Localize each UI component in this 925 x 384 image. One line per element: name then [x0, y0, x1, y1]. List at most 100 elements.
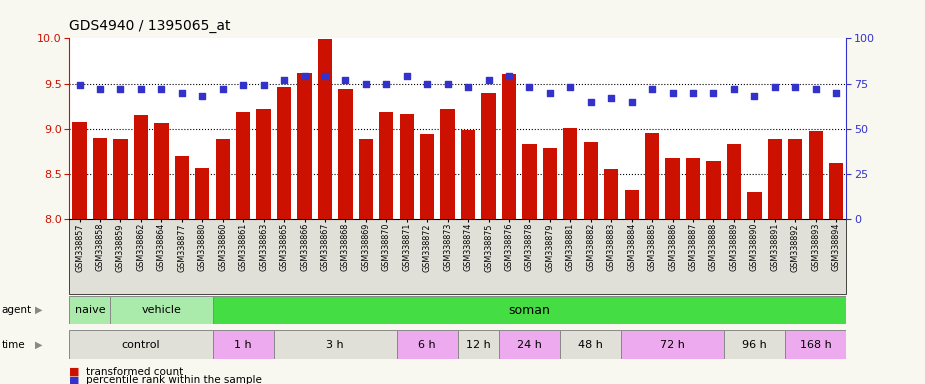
Bar — [645, 133, 660, 219]
Point — [154, 86, 168, 92]
Text: 6 h: 6 h — [418, 339, 436, 350]
Bar — [236, 113, 251, 219]
Text: 96 h: 96 h — [742, 339, 767, 350]
Bar — [114, 139, 128, 219]
Text: 1 h: 1 h — [234, 339, 252, 350]
Text: ■: ■ — [69, 367, 80, 377]
Point — [113, 86, 128, 92]
Bar — [216, 139, 230, 219]
Text: 3 h: 3 h — [327, 339, 344, 350]
Point — [747, 93, 762, 99]
Text: transformed count: transformed count — [86, 367, 183, 377]
Point — [665, 89, 680, 96]
Bar — [604, 169, 619, 219]
Text: 72 h: 72 h — [660, 339, 685, 350]
Bar — [134, 115, 148, 219]
Text: GDS4940 / 1395065_at: GDS4940 / 1395065_at — [69, 19, 231, 33]
Text: soman: soman — [509, 304, 550, 316]
Point — [542, 89, 557, 96]
Bar — [707, 161, 721, 219]
Text: 168 h: 168 h — [800, 339, 832, 350]
Point — [461, 84, 475, 90]
Point — [195, 93, 210, 99]
Bar — [213, 330, 274, 359]
Point — [72, 82, 87, 88]
Bar — [274, 330, 397, 359]
Point — [768, 84, 783, 90]
Point — [359, 81, 374, 87]
Point — [216, 86, 230, 92]
Bar — [318, 39, 332, 219]
Bar — [561, 330, 622, 359]
Bar — [420, 134, 435, 219]
Bar — [379, 113, 393, 219]
Bar — [69, 296, 110, 324]
Bar — [685, 157, 700, 219]
Text: control: control — [121, 339, 160, 350]
Bar — [499, 330, 561, 359]
Point — [481, 77, 496, 83]
Bar — [723, 330, 785, 359]
Point — [133, 86, 148, 92]
Point — [706, 89, 721, 96]
Bar — [256, 109, 271, 219]
Bar — [829, 163, 844, 219]
Bar — [788, 139, 802, 219]
Point — [420, 81, 435, 87]
Point — [645, 86, 660, 92]
Point — [501, 73, 516, 79]
Point — [297, 73, 312, 79]
Bar — [624, 190, 639, 219]
Point — [522, 84, 536, 90]
Text: naive: naive — [75, 305, 105, 315]
Bar — [458, 330, 499, 359]
Point — [829, 89, 844, 96]
Bar — [461, 129, 475, 219]
Bar — [523, 144, 536, 219]
Bar — [808, 131, 823, 219]
Point — [256, 82, 271, 88]
Bar — [622, 330, 723, 359]
Point — [788, 84, 803, 90]
Bar — [213, 296, 846, 324]
Point — [338, 77, 352, 83]
Point — [277, 77, 291, 83]
Point — [808, 86, 823, 92]
Bar — [72, 122, 87, 219]
Bar — [785, 330, 846, 359]
Text: 12 h: 12 h — [466, 339, 490, 350]
Text: ■: ■ — [69, 375, 80, 384]
Point — [236, 82, 251, 88]
Point — [440, 81, 455, 87]
Point — [726, 86, 741, 92]
Point — [624, 98, 639, 104]
Bar — [584, 142, 598, 219]
Bar — [154, 123, 168, 219]
Bar — [195, 168, 209, 219]
Bar — [543, 149, 557, 219]
Bar — [397, 330, 458, 359]
Bar — [502, 74, 516, 219]
Point — [92, 86, 107, 92]
Point — [175, 89, 190, 96]
Bar — [665, 157, 680, 219]
Text: agent: agent — [2, 305, 32, 315]
Point — [563, 84, 578, 90]
Text: 48 h: 48 h — [578, 339, 603, 350]
Bar — [727, 144, 741, 219]
Bar — [768, 139, 782, 219]
Bar — [747, 192, 761, 219]
Bar — [277, 87, 291, 219]
Bar — [110, 296, 213, 324]
Bar — [400, 114, 413, 219]
Point — [317, 73, 332, 79]
Bar — [563, 128, 577, 219]
Bar — [175, 156, 189, 219]
Text: vehicle: vehicle — [142, 305, 181, 315]
Bar — [440, 109, 455, 219]
Bar — [69, 330, 213, 359]
Point — [400, 73, 414, 79]
Text: ▶: ▶ — [35, 305, 43, 315]
Bar — [339, 89, 352, 219]
Text: 24 h: 24 h — [517, 339, 542, 350]
